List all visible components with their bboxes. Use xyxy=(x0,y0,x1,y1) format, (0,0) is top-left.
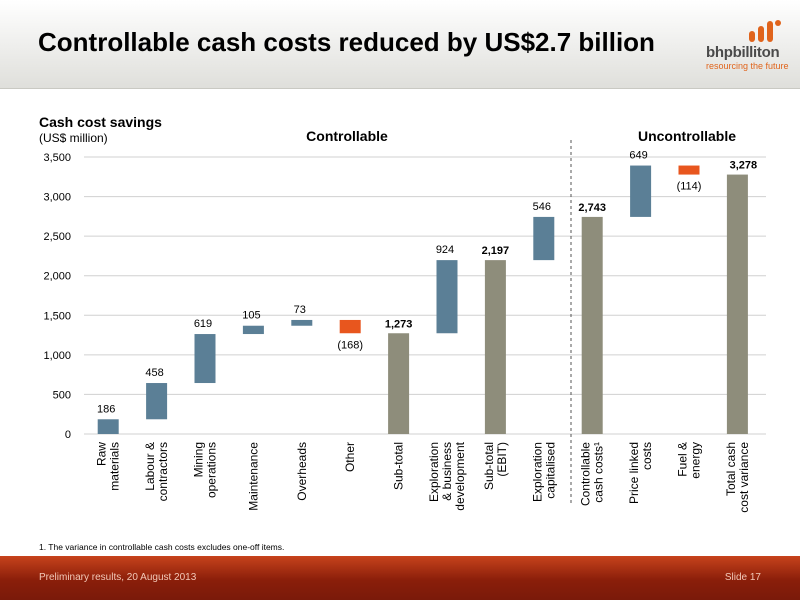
data-label: (168) xyxy=(337,339,363,351)
category-label: (EBIT) xyxy=(495,442,509,477)
category-label: Mining xyxy=(192,442,206,477)
logo-tagline: resourcing the future xyxy=(706,61,789,71)
bar-increase xyxy=(630,165,652,217)
data-label: 546 xyxy=(533,201,551,213)
bar-increase xyxy=(146,383,168,420)
gridlines xyxy=(84,156,766,435)
y-tick-label: 1,500 xyxy=(43,310,71,322)
bar-decrease xyxy=(678,165,700,175)
data-label: 105 xyxy=(242,310,260,322)
category-label: Exploration xyxy=(530,442,544,502)
category-label: cost variance xyxy=(737,442,751,513)
y-tick-label: 500 xyxy=(53,389,71,401)
footer-band xyxy=(0,556,800,600)
chart-subtitle: (US$ million) xyxy=(39,131,108,145)
bar-increase xyxy=(533,216,555,261)
bar-increase xyxy=(97,419,119,434)
data-label: 2,743 xyxy=(578,202,606,214)
category-label: Controllable xyxy=(579,442,593,506)
y-tick-label: 0 xyxy=(65,429,71,441)
footnote: 1. The variance in controllable cash cos… xyxy=(39,542,285,552)
data-label: 2,197 xyxy=(482,245,510,257)
category-label: Sub-total xyxy=(482,442,496,490)
category-label: Labour & xyxy=(143,442,157,491)
category-label: Raw xyxy=(95,442,109,466)
bar-total xyxy=(581,216,603,434)
category-label: contractors xyxy=(156,442,170,501)
data-label: 1,273 xyxy=(385,318,413,330)
category-label: materials xyxy=(108,442,122,491)
header-band xyxy=(0,0,800,89)
data-label: 458 xyxy=(145,367,163,379)
data-labels: 186 458 619 105 73 (168) 1,273 924 2,197 546 2,743… xyxy=(97,150,757,416)
bars xyxy=(97,165,748,435)
category-labels: Raw materials Labour & contractors Mining ope… xyxy=(95,441,751,512)
category-label: Overheads xyxy=(295,442,309,501)
y-tick-label: 2,500 xyxy=(43,231,71,243)
data-label: 186 xyxy=(97,403,115,415)
section-label: Uncontrollable xyxy=(638,128,736,144)
section-label: Controllable xyxy=(306,128,388,144)
company-logo: bhpbilliton resourcing the future xyxy=(706,18,789,74)
y-tick-label: 2,000 xyxy=(43,271,71,283)
category-label: Maintenance xyxy=(246,442,260,511)
bar-increase xyxy=(194,334,216,384)
y-axis-ticks: 0 500 1,000 1,500 2,000 2,500 3,000 3,500 xyxy=(43,152,71,441)
category-label: costs xyxy=(640,442,654,470)
y-tick-label: 3,000 xyxy=(43,192,71,204)
category-label: operations xyxy=(205,442,219,498)
logo-wordmark: bhpbilliton xyxy=(706,44,780,61)
data-label: 924 xyxy=(436,244,454,256)
category-label: & business xyxy=(440,442,454,501)
y-tick-label: 1,000 xyxy=(43,350,71,362)
category-label: capitalised xyxy=(543,442,557,499)
category-label: Price linked xyxy=(627,442,641,504)
data-label: 619 xyxy=(194,318,212,330)
data-label: 73 xyxy=(294,304,306,316)
category-label: energy xyxy=(689,442,703,479)
category-label: development xyxy=(453,441,467,510)
bar-increase xyxy=(436,260,458,334)
bar-decrease xyxy=(339,319,361,334)
bar-total xyxy=(388,333,410,434)
category-label: Fuel & xyxy=(676,442,690,477)
y-tick-label: 3,500 xyxy=(43,152,71,164)
category-label: Exploration xyxy=(427,442,441,502)
footer-date: Preliminary results, 20 August 2013 xyxy=(39,572,197,583)
bar-total xyxy=(726,174,748,435)
category-label: Sub-total xyxy=(392,442,406,490)
bar-total xyxy=(484,260,506,434)
category-label: Total cash xyxy=(724,442,738,496)
logo-mark-icon xyxy=(749,20,781,42)
category-label: Other xyxy=(343,442,357,472)
section-labels: Controllable Uncontrollable xyxy=(306,128,736,144)
data-label: 3,278 xyxy=(730,160,758,172)
bar-increase xyxy=(242,325,264,335)
data-label: (114) xyxy=(677,181,702,193)
chart-title: Cash cost savings xyxy=(39,114,162,130)
slide-title: Controllable cash costs reduced by US$2.… xyxy=(38,27,655,57)
category-label: cash costs¹ xyxy=(592,442,606,503)
data-label: 649 xyxy=(629,150,647,162)
bar-increase xyxy=(291,319,313,326)
slide-number: Slide 17 xyxy=(724,572,761,583)
